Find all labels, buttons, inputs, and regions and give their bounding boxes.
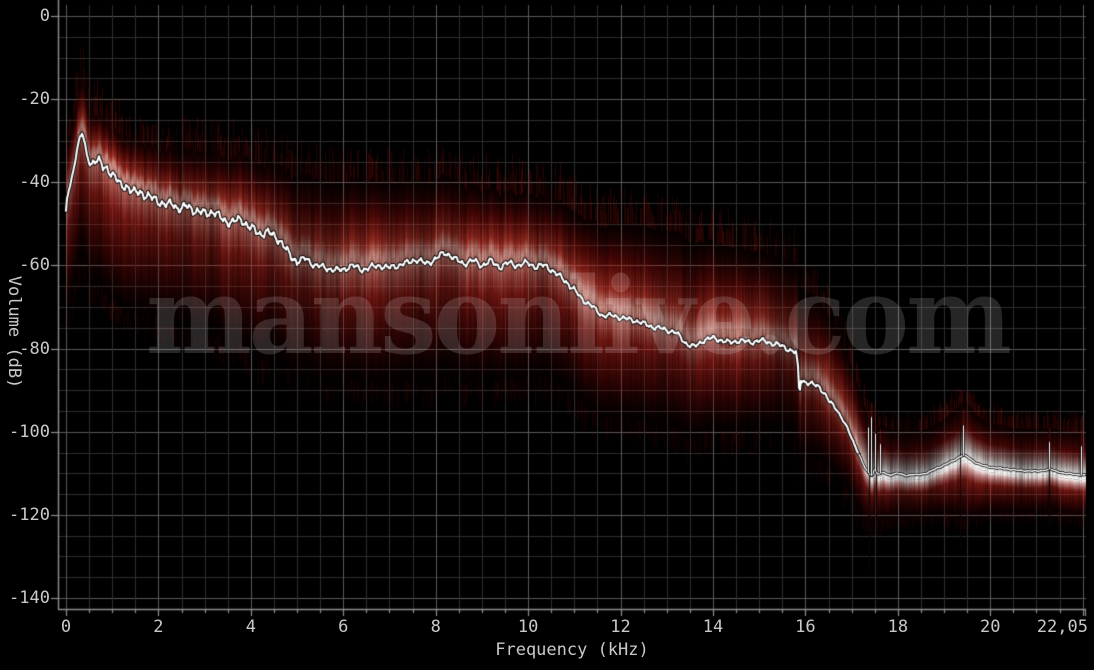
x-axis-title: Frequency (kHz)	[495, 640, 649, 660]
watermark-text: mansonlive.com	[146, 253, 1012, 379]
y-axis-title: Volume (dB)	[4, 275, 24, 389]
